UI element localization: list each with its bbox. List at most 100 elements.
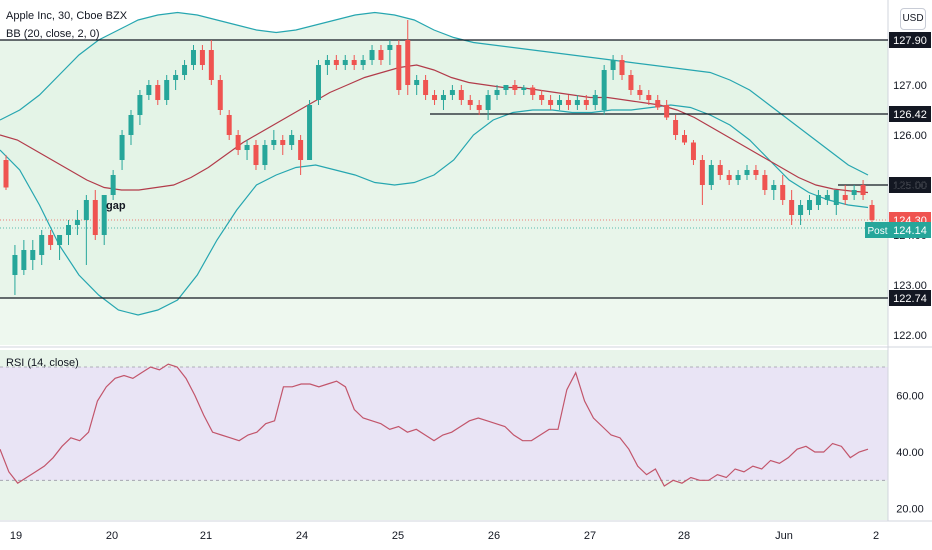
level-badge-125.00 <box>889 177 931 193</box>
price-tick-label: 126.00 <box>893 130 927 142</box>
candle-body <box>735 175 741 180</box>
candle-body <box>673 120 679 135</box>
candle-body <box>574 100 580 105</box>
rsi-line <box>0 363 869 487</box>
candle-body <box>548 100 554 105</box>
candle-body <box>30 250 36 260</box>
gap-annotation: gap <box>106 200 126 212</box>
candle-body <box>298 140 304 160</box>
candle-body <box>351 60 357 65</box>
candle-body <box>726 175 732 180</box>
candle-body <box>798 205 804 215</box>
time-tick-label: 27 <box>584 530 596 542</box>
candle-body <box>521 87 527 90</box>
candle-body <box>655 100 661 108</box>
candle-body <box>717 165 723 175</box>
candle-body <box>414 80 420 85</box>
candle-body <box>565 100 571 105</box>
candle-body <box>619 60 625 75</box>
candle-body <box>119 135 125 160</box>
candle-body <box>628 75 634 90</box>
candle-body <box>503 85 509 90</box>
candle-body <box>780 185 786 200</box>
candle-body <box>378 50 384 60</box>
candle-body <box>860 185 866 195</box>
candle-body <box>405 40 411 85</box>
level-badge-126.42 <box>889 106 931 122</box>
candle-body <box>610 60 616 70</box>
candle-body <box>833 190 839 205</box>
level-badge-text: 126.42 <box>893 109 927 121</box>
candle-body <box>494 90 500 95</box>
candle-body <box>789 200 795 215</box>
time-tick-label: 24 <box>296 530 308 542</box>
rsi-label: RSI (14, close) <box>6 357 79 369</box>
candle-body <box>173 75 179 80</box>
candle-body <box>280 140 286 145</box>
time-tick-label: 28 <box>678 530 690 542</box>
candle-body <box>762 175 768 190</box>
candle-body <box>342 60 348 65</box>
candle-body <box>753 170 759 175</box>
candle-body <box>476 105 482 110</box>
price-tick-label: 127.00 <box>893 80 927 92</box>
post-label-badge <box>865 222 890 238</box>
candle-body <box>708 165 714 185</box>
time-tick-label: 20 <box>106 530 118 542</box>
post-price-badge <box>889 222 931 238</box>
post-label-text: Post <box>867 226 887 237</box>
rsi-tick-label: 60.00 <box>896 390 924 402</box>
candle-body <box>217 80 223 110</box>
candle-body <box>387 45 393 50</box>
candle-body <box>208 50 214 80</box>
candle-body <box>164 80 170 100</box>
symbol-title: Apple Inc, 30, Cboe BZX <box>6 10 128 22</box>
candle-body <box>396 45 402 90</box>
candle-body <box>449 90 455 95</box>
candle-body <box>744 170 750 175</box>
rsi-band-fill <box>0 367 888 481</box>
level-badge-127.90 <box>889 32 931 48</box>
candle-body <box>333 60 339 65</box>
candle-body <box>57 235 63 245</box>
candle-body <box>664 105 670 118</box>
candle-body <box>807 200 813 210</box>
candle-body <box>824 195 830 200</box>
candle-body <box>842 195 848 200</box>
level-badge-text: 125.00 <box>893 180 927 192</box>
candle-body <box>682 135 688 143</box>
candle-body <box>307 105 313 160</box>
currency-selector[interactable]: USD <box>900 8 926 30</box>
bollinger-basis-line <box>0 64 869 194</box>
time-tick-label: 2 <box>873 530 879 542</box>
time-tick-label: 21 <box>200 530 212 542</box>
candle-body <box>74 220 80 225</box>
candle-body <box>155 85 161 100</box>
rsi-tick-label: 20.00 <box>896 504 924 516</box>
candle-body <box>182 65 188 75</box>
candle-body <box>48 235 54 245</box>
candle-body <box>440 95 446 100</box>
candle-body <box>226 115 232 135</box>
candle-body <box>83 200 89 220</box>
candle-body <box>92 200 98 235</box>
post-price-text: 124.14 <box>893 225 927 237</box>
bollinger-upper-line <box>0 11 869 176</box>
candle-body <box>601 70 607 110</box>
candle-body <box>690 142 696 160</box>
candle-body <box>557 100 563 105</box>
level-badge-122.74 <box>889 290 931 306</box>
price-tick-label: 125.00 <box>893 180 927 192</box>
price-tick-label: 122.00 <box>893 330 927 342</box>
candle-body <box>39 235 45 255</box>
candle-body <box>3 160 9 188</box>
candle-body <box>128 115 134 135</box>
candle-body <box>110 175 116 195</box>
candle-body <box>21 250 27 270</box>
candle-body <box>146 85 152 95</box>
candle-body <box>485 95 491 110</box>
candle-body <box>539 95 545 100</box>
candle-body <box>262 145 268 165</box>
candle-body <box>592 95 598 105</box>
